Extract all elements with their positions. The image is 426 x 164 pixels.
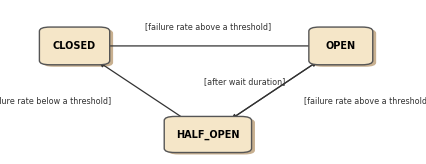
Text: CLOSED: CLOSED xyxy=(53,41,96,51)
Text: [failure rate below a threshold]: [failure rate below a threshold] xyxy=(0,96,112,105)
FancyBboxPatch shape xyxy=(167,118,255,154)
Text: [failure rate above a threshold]: [failure rate above a threshold] xyxy=(304,96,426,105)
Text: OPEN: OPEN xyxy=(326,41,356,51)
FancyBboxPatch shape xyxy=(39,27,110,65)
FancyBboxPatch shape xyxy=(312,29,376,67)
FancyBboxPatch shape xyxy=(164,116,251,153)
FancyBboxPatch shape xyxy=(43,29,113,67)
Text: [failure rate above a threshold]: [failure rate above a threshold] xyxy=(145,23,271,31)
Text: [after wait duration]: [after wait duration] xyxy=(204,78,286,86)
Text: HALF_OPEN: HALF_OPEN xyxy=(176,129,240,140)
FancyBboxPatch shape xyxy=(309,27,373,65)
